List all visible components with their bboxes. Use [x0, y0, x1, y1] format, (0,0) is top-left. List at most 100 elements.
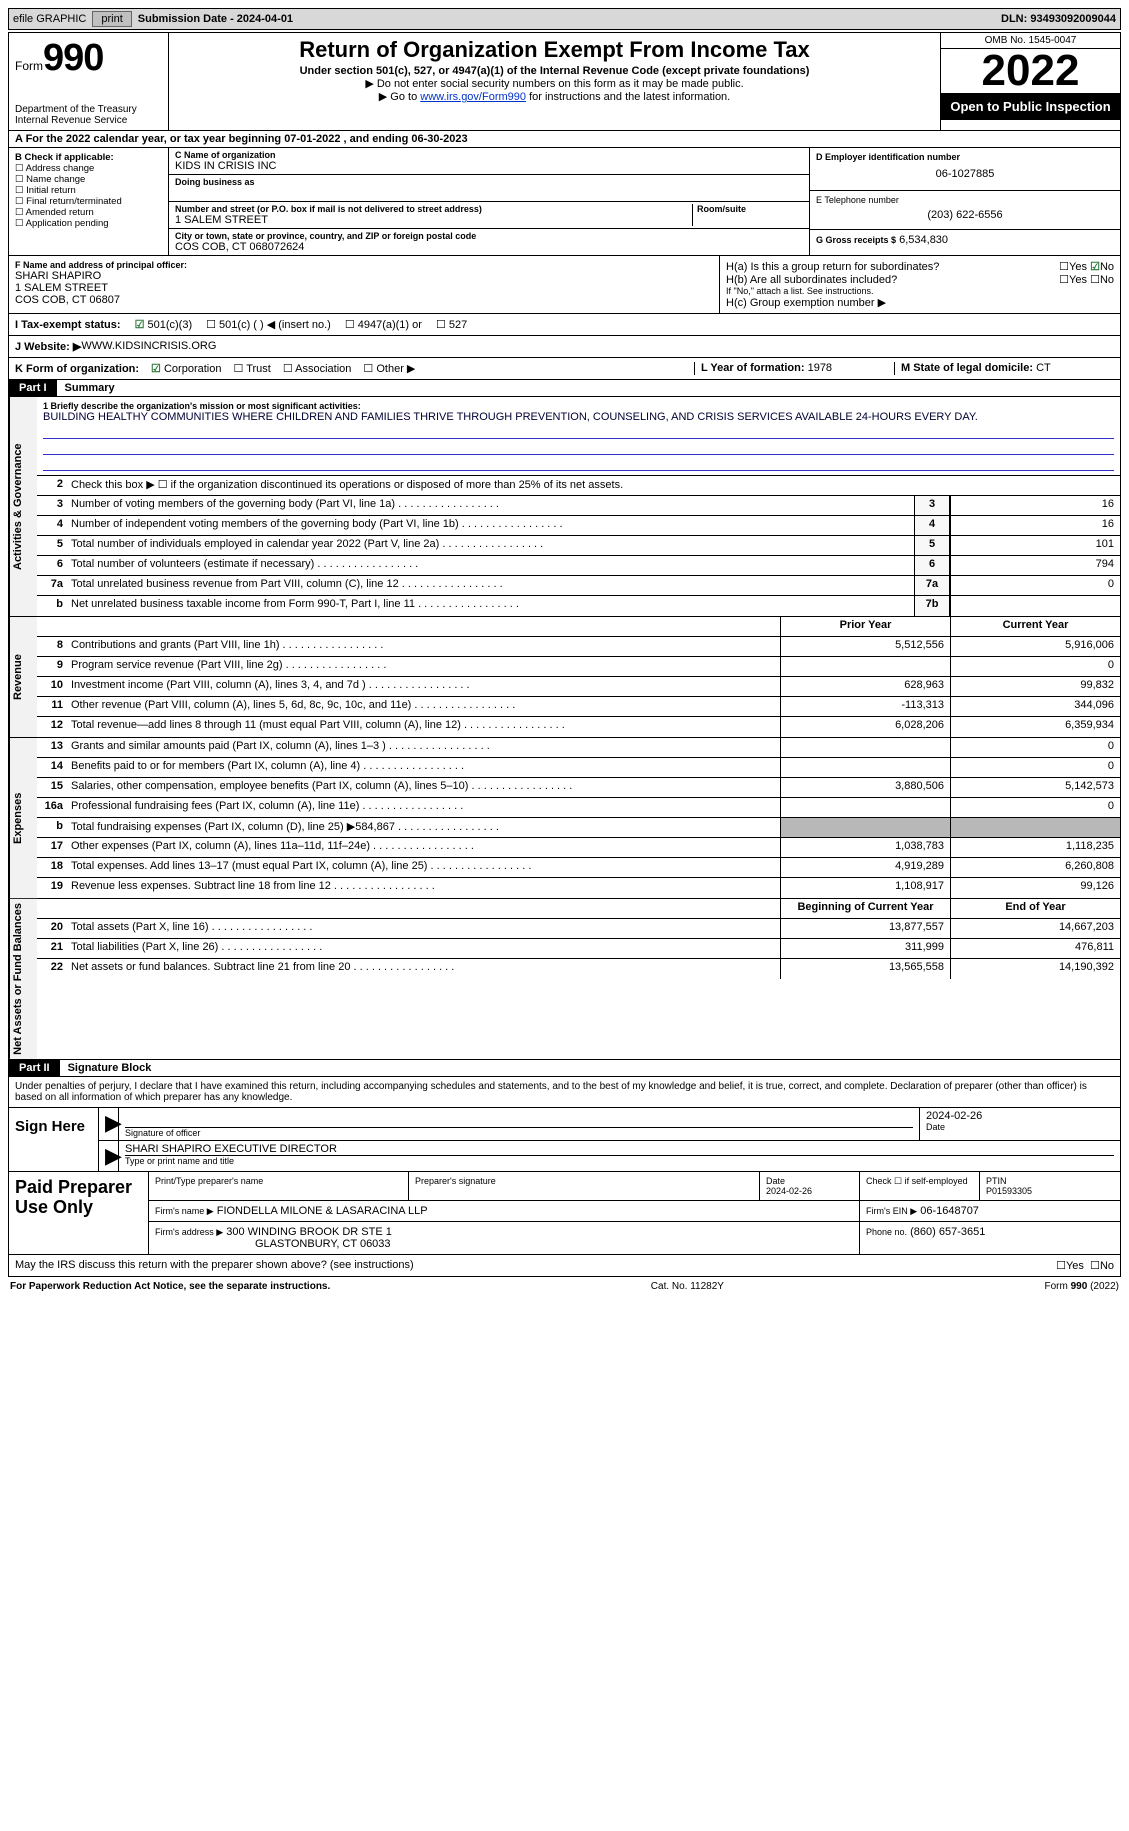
chk-final-return[interactable]: ☐ Final return/terminated	[15, 196, 162, 207]
f-label: F Name and address of principal officer:	[15, 260, 713, 270]
line-8: 8Contributions and grants (Part VIII, li…	[37, 637, 1120, 657]
k-corp[interactable]: ☑ Corporation	[151, 362, 221, 375]
j-row: J Website: ▶ WWW.KIDSINCRISIS.ORG	[8, 336, 1121, 358]
chk-initial-return[interactable]: ☐ Initial return	[15, 185, 162, 196]
line-16a: 16aProfessional fundraising fees (Part I…	[37, 798, 1120, 818]
rev-body: Prior Year Current Year 8Contributions a…	[37, 617, 1120, 737]
chk-app-pending[interactable]: ☐ Application pending	[15, 218, 162, 229]
eoy-hdr: End of Year	[950, 899, 1120, 918]
footer-left: For Paperwork Reduction Act Notice, see …	[10, 1281, 330, 1292]
state-domicile: CT	[1036, 362, 1051, 374]
chk-amended[interactable]: ☐ Amended return	[15, 207, 162, 218]
i-label: I Tax-exempt status:	[15, 319, 121, 331]
print-button[interactable]: print	[92, 11, 131, 27]
line2-text: Check this box ▶ ☐ if the organization d…	[67, 476, 1120, 495]
ha-no: No	[1100, 261, 1114, 273]
firm-addr-label: Firm's address ▶	[155, 1227, 223, 1237]
hb-yes[interactable]: ☐Yes	[1059, 273, 1087, 286]
firm-phone-label: Phone no.	[866, 1227, 907, 1237]
org-name: KIDS IN CRISIS INC	[175, 160, 803, 172]
ha-yes[interactable]: ☐Yes	[1059, 260, 1087, 273]
prep-name-label: Print/Type preparer's name	[149, 1172, 409, 1200]
city-label: City or town, state or province, country…	[175, 231, 803, 241]
l-label: L Year of formation:	[701, 362, 805, 374]
line2: 2 Check this box ▶ ☐ if the organization…	[37, 476, 1120, 496]
form-label: Form	[15, 59, 43, 73]
footer-mid: Cat. No. 11282Y	[330, 1281, 1044, 1292]
vtab-net: Net Assets or Fund Balances	[9, 899, 37, 1059]
form-header: Form990 Department of the Treasury Inter…	[8, 32, 1121, 131]
paid-label: Paid Preparer Use Only	[9, 1172, 149, 1254]
sig-date: 2024-02-26	[926, 1110, 1114, 1122]
k-other[interactable]: ☐ Other ▶	[363, 362, 415, 375]
i-4947[interactable]: ☐ 4947(a)(1) or	[345, 318, 422, 331]
d-label: D Employer identification number	[816, 152, 1114, 162]
efile-label: efile GRAPHIC	[13, 13, 86, 25]
header-center: Return of Organization Exempt From Incom…	[169, 33, 940, 130]
gov-line-6: 6Total number of volunteers (estimate if…	[37, 556, 1120, 576]
chk-address-change[interactable]: ☐ Address change	[15, 163, 162, 174]
irs-link[interactable]: www.irs.gov/Form990	[420, 91, 526, 103]
line-22: 22Net assets or fund balances. Subtract …	[37, 959, 1120, 979]
line-b: bTotal fundraising expenses (Part IX, co…	[37, 818, 1120, 838]
k-assoc[interactable]: ☐ Association	[283, 362, 352, 375]
dln-number: DLN: 93493092009044	[1001, 13, 1116, 25]
gov-line-b: bNet unrelated business taxable income f…	[37, 596, 1120, 616]
prep-sig-label: Preparer's signature	[409, 1172, 760, 1200]
line-19: 19Revenue less expenses. Subtract line 1…	[37, 878, 1120, 898]
sig-declaration: Under penalties of perjury, I declare th…	[8, 1077, 1121, 1108]
prep-date-label: Date	[766, 1176, 853, 1186]
street-address: 1 SALEM STREET	[175, 214, 688, 226]
f-block: F Name and address of principal officer:…	[9, 256, 720, 313]
line-13: 13Grants and similar amounts paid (Part …	[37, 738, 1120, 758]
ha-label: H(a) Is this a group return for subordin…	[726, 261, 1059, 273]
i-501c3[interactable]: ☑ 501(c)(3)	[135, 318, 193, 331]
year-formation: 1978	[808, 362, 832, 374]
part1-header: Part I Summary	[8, 380, 1121, 397]
firm-addr2: GLASTONBURY, CT 06033	[255, 1238, 391, 1250]
bcy-hdr: Beginning of Current Year	[780, 899, 950, 918]
dba-label: Doing business as	[175, 177, 803, 187]
line-21: 21Total liabilities (Part X, line 26)311…	[37, 939, 1120, 959]
discuss-no[interactable]: ☐No	[1090, 1259, 1114, 1272]
k-trust[interactable]: ☐ Trust	[233, 362, 270, 375]
i-527[interactable]: ☐ 527	[436, 318, 467, 331]
chk-name-change[interactable]: ☐ Name change	[15, 174, 162, 185]
ag-body: 1 Briefly describe the organization's mi…	[37, 397, 1120, 616]
j-label: J Website: ▶	[15, 340, 81, 353]
firm-name: FIONDELLA MILONE & LASARACINA LLP	[217, 1205, 428, 1217]
form-title: Return of Organization Exempt From Incom…	[177, 37, 932, 63]
current-year-hdr: Current Year	[950, 617, 1120, 636]
ptin-label: PTIN	[986, 1176, 1114, 1186]
sign-right: ▶ Signature of officer 2024-02-26 Date ▶…	[99, 1108, 1120, 1171]
header-left: Form990 Department of the Treasury Inter…	[9, 33, 169, 130]
part1-num: Part I	[9, 380, 57, 396]
ha-no-check: ☑	[1090, 260, 1100, 273]
form-note2: ▶ Go to www.irs.gov/Form990 for instruct…	[177, 90, 932, 103]
hb-no[interactable]: ☐No	[1090, 273, 1114, 286]
goto-suffix: for instructions and the latest informat…	[526, 91, 730, 103]
typed-label: Type or print name and title	[125, 1156, 1114, 1166]
dept-label: Department of the Treasury Internal Reve…	[15, 104, 162, 126]
discuss-yes[interactable]: ☐Yes	[1056, 1259, 1084, 1272]
goto-prefix: ▶ Go to	[379, 91, 420, 103]
line-10: 10Investment income (Part VIII, column (…	[37, 677, 1120, 697]
line-20: 20Total assets (Part X, line 16)13,877,5…	[37, 919, 1120, 939]
self-employed-check[interactable]: Check ☐ if self-employed	[860, 1172, 980, 1200]
phone-value: (203) 622-6556	[816, 205, 1114, 225]
revenue-block: Revenue Prior Year Current Year 8Contrib…	[8, 617, 1121, 738]
exp-body: 13Grants and similar amounts paid (Part …	[37, 738, 1120, 898]
netassets-block: Net Assets or Fund Balances Beginning of…	[8, 899, 1121, 1060]
addr-label: Number and street (or P.O. box if mail i…	[175, 204, 688, 214]
sig-arrow1-icon: ▶	[99, 1108, 119, 1140]
city-state-zip: COS COB, CT 068072624	[175, 241, 803, 253]
firm-addr1: 300 WINDING BROOK DR STE 1	[226, 1226, 392, 1238]
sign-here-block: Sign Here ▶ Signature of officer 2024-02…	[8, 1108, 1121, 1172]
officer-addr1: 1 SALEM STREET	[15, 282, 713, 294]
rev-colhdr: Prior Year Current Year	[37, 617, 1120, 637]
sig-officer-label: Signature of officer	[125, 1128, 913, 1138]
net-colhdr: Beginning of Current Year End of Year	[37, 899, 1120, 919]
line-11: 11Other revenue (Part VIII, column (A), …	[37, 697, 1120, 717]
i-501c[interactable]: ☐ 501(c) ( ) ◀ (insert no.)	[206, 318, 331, 331]
mission-text: BUILDING HEALTHY COMMUNITIES WHERE CHILD…	[43, 411, 1114, 423]
